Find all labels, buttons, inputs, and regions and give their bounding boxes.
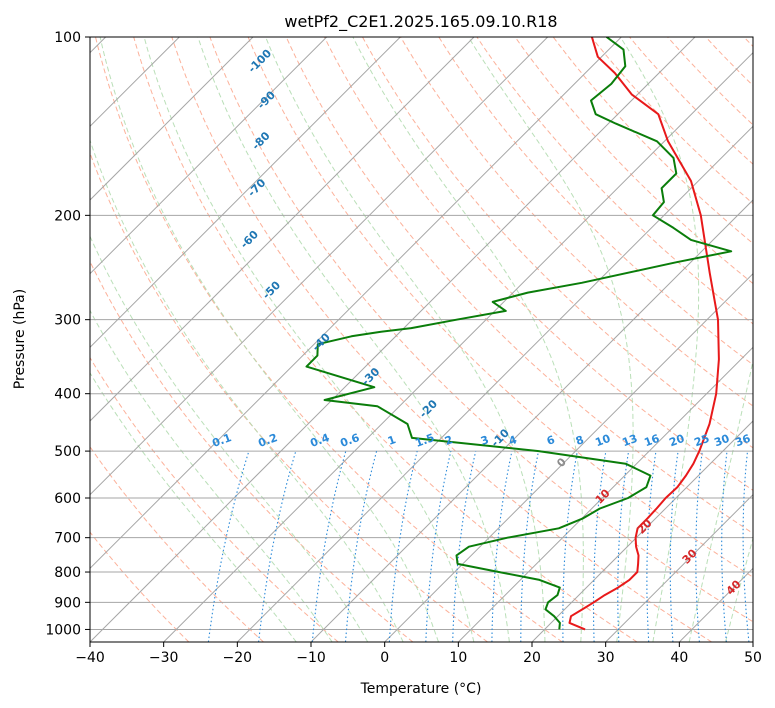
y-tick-label: 400: [54, 387, 81, 403]
moist-adiabat: [90, 235, 369, 642]
dry-adiabat: [438, 37, 753, 366]
mixing-ratio-label: 0.1: [210, 431, 233, 450]
mixing-ratio-label: 13: [620, 432, 639, 449]
x-tick-label: −10: [296, 650, 326, 666]
x-tick-label: 30: [597, 650, 615, 666]
dewpoint-profile-line: [305, 37, 733, 630]
moist-adiabat: [688, 358, 753, 642]
x-tick-label: 0: [380, 650, 389, 666]
moist-adiabat: [90, 371, 297, 642]
y-tick-label: 200: [54, 208, 81, 224]
mixing-ratio-label: 2: [443, 433, 455, 448]
plot-background: [90, 37, 753, 642]
dry-adiabat: [209, 37, 753, 623]
x-tick-label: 40: [670, 650, 688, 666]
dry-adiabat: [90, 356, 339, 642]
x-tick-label: 50: [744, 650, 762, 666]
mixing-ratio-label: 1.5: [413, 431, 436, 450]
isotherm: [163, 51, 753, 642]
temperature-profile-line: [568, 37, 720, 631]
x-tick-label: −40: [75, 650, 105, 666]
series-layer: [305, 37, 733, 631]
chart-title: wetPf2_C2E1.2025.165.09.10.R18: [284, 12, 557, 32]
mixing-ratio-label: 3: [479, 433, 491, 448]
grid-layer: [90, 37, 772, 642]
moist-adiabat: [352, 37, 584, 642]
y-tick-label: 300: [54, 313, 81, 329]
isotherm: [384, 272, 753, 642]
mixing-ratio-label: 16: [642, 432, 661, 450]
y-tick-label: 600: [54, 491, 81, 507]
y-tick-label: 700: [54, 531, 81, 547]
y-tick-label: 900: [54, 595, 81, 611]
moist-adiabat: [197, 37, 510, 642]
isotherm: [90, 37, 549, 496]
isotherm: [90, 37, 622, 570]
mixing-ratio-line: [344, 450, 378, 642]
mixing-ratio-label: 20: [667, 432, 686, 450]
dry-adiabat: [400, 37, 753, 407]
mixing-ratio-line: [311, 450, 347, 642]
y-tick-label: 800: [54, 565, 81, 581]
mixing-ratio-label: 0.4: [308, 431, 331, 450]
mixing-ratio-label: 1: [386, 433, 398, 448]
mixing-ratio-label: 30: [712, 432, 731, 450]
x-tick-label: −20: [223, 650, 253, 666]
dry-adiabat: [323, 37, 753, 491]
moist-adiabat: [143, 37, 475, 642]
mixing-ratio-label: 0.6: [338, 431, 361, 450]
y-tick-label: 1000: [45, 622, 81, 638]
dry-adiabat: [552, 37, 753, 245]
isotherm: [531, 420, 753, 642]
mixing-ratio-label: 6: [545, 433, 557, 448]
mixing-ratio-line: [425, 450, 452, 642]
y-tick-label: 100: [54, 30, 81, 46]
dry-adiabat: [285, 37, 753, 534]
isotherm: [90, 37, 254, 201]
y-tick-label: 500: [54, 444, 81, 460]
moist-adiabat: [265, 37, 546, 642]
isotherm: [90, 37, 696, 642]
moist-adiabat: [725, 536, 753, 642]
isotherm: [605, 493, 753, 642]
dry-adiabat: [171, 37, 712, 642]
y-axis-label: Pressure (hPa): [12, 289, 28, 389]
mixing-ratio-line: [258, 450, 297, 642]
x-axis-label: Temperature (°C): [360, 681, 482, 697]
x-tick-label: 10: [449, 650, 467, 666]
mixing-ratio-line: [452, 450, 477, 642]
isotherm: [90, 37, 475, 422]
isotherm: [310, 199, 753, 642]
mixing-ratio-label: 36: [733, 432, 752, 450]
dry-adiabat: [476, 37, 753, 325]
mixing-ratio-label: 10: [593, 432, 612, 450]
isotherm: [90, 37, 328, 275]
moist-adiabat: [619, 37, 700, 642]
isotherm: [457, 346, 753, 642]
plot-frame: [89, 36, 754, 643]
moist-adiabat: [467, 37, 634, 642]
dry-adiabat: [247, 37, 753, 578]
dry-adiabat: [590, 37, 753, 205]
x-tick-label: −30: [149, 650, 179, 666]
moist-adiabat: [90, 138, 404, 642]
isotherm: [236, 125, 753, 642]
dry-adiabat: [90, 151, 488, 642]
dry-adiabat: [90, 260, 414, 642]
dry-adiabat: [90, 531, 190, 642]
tick-layer: −40 −30 −20 −10 0 10 20 30 40 5010020030040050060…: [45, 30, 762, 666]
isotherm: [752, 641, 753, 642]
moist-adiabat: [99, 37, 439, 642]
moist-adiabat: [90, 309, 333, 642]
mixing-ratio-label: 0.2: [256, 431, 279, 450]
mixing-ratio-line: [765, 451, 772, 642]
mixing-ratio-label: 4: [507, 433, 519, 448]
mixing-ratio-label: 25: [692, 432, 711, 449]
mixing-ratio-label: 8: [574, 433, 586, 448]
x-tick-label: 20: [523, 650, 541, 666]
mixing-ratio-line: [388, 450, 418, 642]
isotherm: [90, 37, 401, 349]
mixing-ratio-line: [207, 450, 250, 642]
